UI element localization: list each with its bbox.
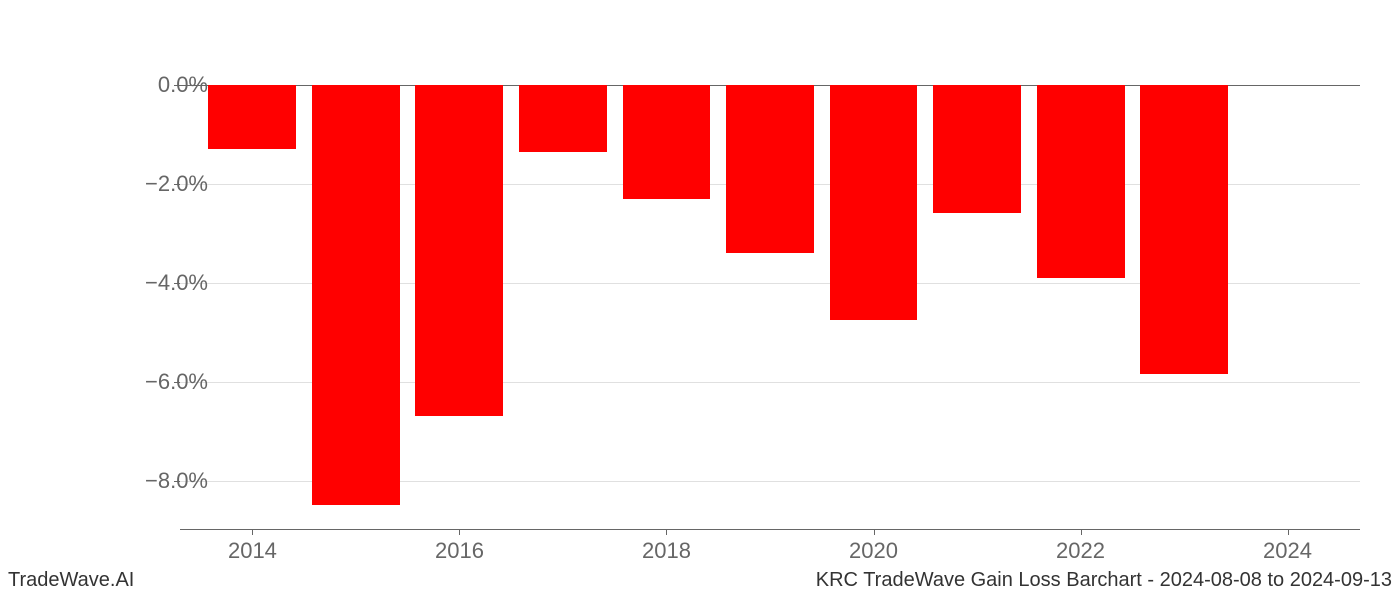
x-tick-label: 2014	[228, 538, 277, 564]
y-tick-label: −6.0%	[108, 369, 208, 395]
bar	[830, 85, 918, 320]
x-tick-mark	[874, 529, 875, 535]
bar	[519, 85, 607, 152]
y-tick-label: 0.0%	[108, 72, 208, 98]
x-tick-label: 2020	[849, 538, 898, 564]
bar	[1140, 85, 1228, 374]
bar	[933, 85, 1021, 214]
x-tick-mark	[252, 529, 253, 535]
x-tick-label: 2022	[1056, 538, 1105, 564]
bar	[1037, 85, 1125, 278]
chart-container	[180, 60, 1360, 530]
bar	[623, 85, 711, 199]
x-tick-mark	[1081, 529, 1082, 535]
y-tick-label: −2.0%	[108, 171, 208, 197]
bar	[415, 85, 503, 416]
x-tick-mark	[666, 529, 667, 535]
x-tick-mark	[1288, 529, 1289, 535]
x-tick-mark	[459, 529, 460, 535]
footer-right-text: KRC TradeWave Gain Loss Barchart - 2024-…	[816, 569, 1392, 592]
bar	[312, 85, 400, 506]
y-tick-label: −4.0%	[108, 270, 208, 296]
bar	[208, 85, 296, 149]
x-tick-label: 2024	[1263, 538, 1312, 564]
x-tick-label: 2018	[642, 538, 691, 564]
footer-left-text: TradeWave.AI	[8, 569, 134, 592]
x-tick-label: 2016	[435, 538, 484, 564]
bar	[726, 85, 814, 253]
y-tick-label: −8.0%	[108, 468, 208, 494]
plot-area	[180, 60, 1360, 530]
